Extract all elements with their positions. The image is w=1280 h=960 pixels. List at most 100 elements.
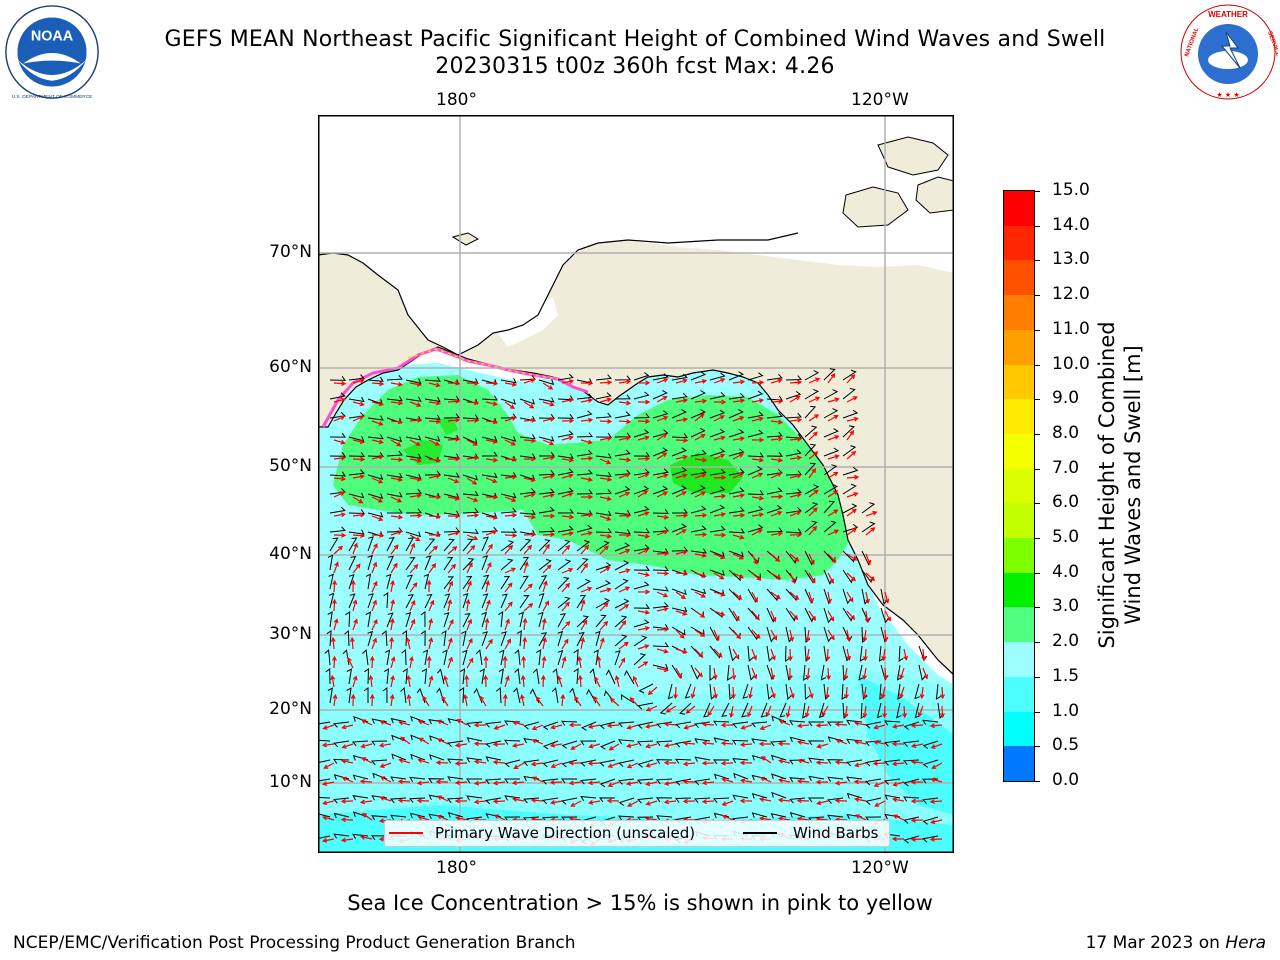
wind-barb <box>633 429 650 438</box>
wave-direction-arrow <box>580 455 594 461</box>
wind-barb <box>842 466 859 476</box>
colorbar-tick-mark <box>1034 468 1040 470</box>
wave-direction-arrow <box>618 657 626 669</box>
wave-direction-arrow <box>656 491 669 498</box>
wave-direction-arrow <box>713 629 720 642</box>
wind-barb <box>789 720 806 726</box>
wave-direction-arrow <box>352 675 358 688</box>
wind-barb <box>747 664 755 681</box>
wave-direction-arrow <box>748 686 753 700</box>
wind-barb <box>576 631 585 647</box>
wind-barb <box>747 505 764 514</box>
wind-barb <box>447 776 464 782</box>
wave-direction-arrow <box>675 473 688 479</box>
wave-direction-arrow <box>826 667 831 681</box>
wind-barb <box>443 510 460 516</box>
wave-direction-arrow <box>561 601 570 612</box>
wave-direction-arrow <box>739 798 753 804</box>
wave-direction-arrow <box>770 591 781 600</box>
wave-direction-arrow <box>910 817 924 823</box>
wave-direction-arrow <box>614 675 620 688</box>
wind-barb <box>742 683 749 699</box>
wave-direction-arrow <box>561 492 574 498</box>
wave-direction-arrow <box>561 531 575 537</box>
wind-barb <box>804 388 820 400</box>
wave-direction-arrow <box>580 599 586 612</box>
wind-barb <box>387 508 403 514</box>
wave-direction-arrow <box>535 696 544 707</box>
colorbar-tick-mark <box>1034 538 1040 540</box>
colorbar-label-line2: Wind Waves and Swell [m] <box>1121 345 1145 625</box>
wind-barb <box>922 719 939 725</box>
wave-direction-arrow <box>751 472 764 479</box>
wind-barb <box>385 573 392 590</box>
wind-barb <box>485 797 502 805</box>
wind-barb <box>614 375 631 381</box>
wave-direction-arrow <box>902 705 908 719</box>
wave-direction-arrow <box>770 399 784 404</box>
wave-direction-arrow <box>523 378 536 384</box>
wave-direction-arrow <box>371 561 378 574</box>
wave-direction-arrow <box>732 572 745 579</box>
wind-barb <box>557 559 572 571</box>
wind-barb <box>766 626 775 643</box>
wind-barb <box>633 635 648 647</box>
wind-barb <box>389 797 407 804</box>
wind-barb <box>443 538 455 552</box>
lon-label-top-120w: 120°W <box>851 90 909 110</box>
wind-barb <box>802 702 808 719</box>
wind-barb <box>671 447 688 457</box>
wind-barb <box>823 389 839 400</box>
wave-direction-arrow <box>352 401 365 407</box>
wave-direction-arrow <box>466 418 480 423</box>
wind-barb <box>766 451 783 457</box>
wind-barb <box>386 436 403 443</box>
wind-barb <box>721 702 730 717</box>
wind-barb <box>842 445 857 457</box>
colorbar-label-line1: Significant Height of Combined <box>1095 321 1119 649</box>
wind-barb <box>652 429 669 438</box>
lat-label-50n: 50°N <box>269 456 312 476</box>
wind-barb <box>447 740 464 748</box>
wave-direction-arrow <box>447 599 453 612</box>
wave-direction-arrow <box>542 474 556 479</box>
wave-direction-arrow <box>428 545 438 555</box>
wave-direction-arrow <box>333 415 346 422</box>
wind-barb <box>703 702 711 718</box>
wind-barb <box>536 649 542 666</box>
wind-barb <box>462 649 468 666</box>
wave-direction-arrow <box>789 532 803 538</box>
wind-barb <box>557 430 574 438</box>
wind-barb <box>461 630 467 647</box>
wave-direction-arrow <box>789 455 803 461</box>
wind-barb <box>409 812 426 819</box>
wave-direction-arrow <box>466 496 479 503</box>
wave-direction-arrow <box>389 693 395 707</box>
wind-barb <box>605 669 616 685</box>
wave-direction-arrow <box>523 544 533 555</box>
wave-direction-arrow <box>891 724 905 729</box>
wave-direction-arrow <box>645 762 658 768</box>
wave-direction-arrow <box>542 543 550 555</box>
wind-barb <box>747 429 764 438</box>
colorbar-segment <box>1004 260 1034 296</box>
wave-direction-arrow <box>504 532 518 538</box>
wind-barb <box>595 412 612 419</box>
wind-barb <box>823 626 832 643</box>
wave-direction-arrow <box>484 617 490 631</box>
wave-direction-arrow <box>732 493 746 498</box>
wave-direction-arrow <box>675 648 688 654</box>
wave-direction-arrow <box>919 686 925 700</box>
wave-direction-arrow <box>899 667 905 680</box>
wave-direction-arrow <box>880 686 886 699</box>
wave-direction-arrow <box>874 800 886 807</box>
wave-direction-arrow <box>732 648 740 660</box>
wave-direction-arrow <box>656 415 669 422</box>
wind-barb <box>694 738 711 744</box>
wind-barb <box>675 758 692 764</box>
wind-barb <box>443 593 451 609</box>
wind-barb <box>865 759 882 767</box>
wind-barb <box>878 645 885 662</box>
wind-barb <box>633 603 650 609</box>
wind-barb <box>808 775 825 782</box>
